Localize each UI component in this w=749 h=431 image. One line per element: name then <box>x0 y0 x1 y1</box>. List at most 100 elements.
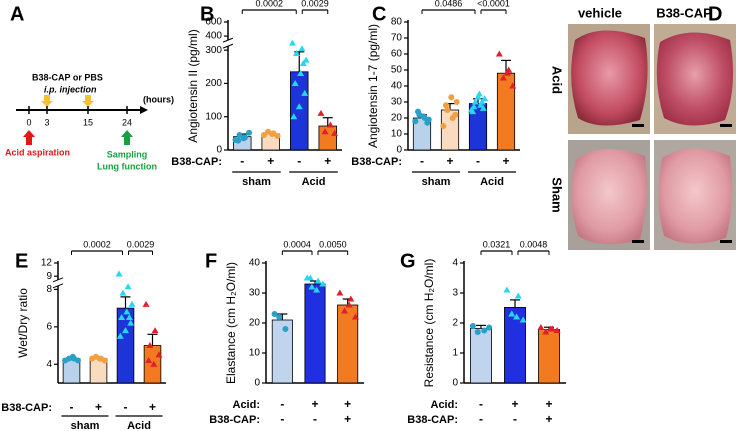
treatment-label: B38-CAP or PBS <box>32 72 103 82</box>
x-tick-label: - <box>280 397 284 411</box>
data-point <box>513 313 521 320</box>
y-tick-label: 3 <box>452 288 458 299</box>
data-point <box>481 95 489 102</box>
panel-letter: F <box>205 250 217 272</box>
group-label: Acid <box>302 176 326 188</box>
photo-panel: vehicle B38-CAP Acid Sham <box>550 5 736 250</box>
p-value: 0.0002 <box>255 0 283 8</box>
y-axis-label: Wet/Dry ratio <box>16 288 30 358</box>
y-tick-label: 60 <box>391 49 403 60</box>
y-tick-label: 40 <box>249 258 261 269</box>
data-point <box>155 351 163 358</box>
data-point <box>302 56 310 63</box>
lung <box>658 148 733 244</box>
data-point <box>452 111 459 118</box>
data-point <box>142 300 150 307</box>
panel-letter: D <box>708 3 722 25</box>
x-row-label: B38-CAP: <box>1 402 52 414</box>
x-tick-label: + <box>344 397 351 411</box>
x-tick-label: - <box>479 397 483 411</box>
axis-break <box>223 40 233 47</box>
data-point <box>475 90 483 97</box>
x-tick-label: + <box>311 397 318 411</box>
x-tick-label: + <box>267 154 274 168</box>
data-point <box>509 82 517 89</box>
photo-column: B38-CAP <box>656 5 712 20</box>
data-point <box>471 98 479 105</box>
x-tick-label: - <box>280 412 284 426</box>
injection-arrow <box>82 95 94 107</box>
y-axis-label: Resistance (cm H₂O/ml) <box>422 259 436 388</box>
data-point <box>150 360 158 367</box>
data-point <box>514 292 522 299</box>
bar <box>318 125 337 151</box>
y-tick-label: 4 <box>452 258 458 269</box>
x-row-label: B38-CAP: <box>351 156 402 168</box>
end-event: Lung function <box>97 161 157 171</box>
data-point <box>470 103 478 110</box>
x-tick-label: + <box>545 397 552 411</box>
time-tick-label: 24 <box>122 117 132 127</box>
axis-break <box>53 279 63 286</box>
bar <box>290 71 309 151</box>
bar <box>470 327 492 384</box>
x-tick-label: + <box>95 400 102 414</box>
data-point <box>290 113 298 120</box>
panel-letter: B <box>200 3 214 25</box>
data-point <box>116 332 124 339</box>
x-tick-label: + <box>149 400 156 414</box>
data-point <box>347 295 355 302</box>
data-point <box>453 99 460 105</box>
data-point <box>246 129 253 136</box>
data-point <box>298 45 306 52</box>
x-row-label: B38-CAP: <box>209 414 260 426</box>
data-point <box>301 89 309 96</box>
scale-bar <box>720 240 732 243</box>
axis-break-mark <box>52 283 64 289</box>
data-point <box>293 49 301 56</box>
group-label: sham <box>242 176 271 188</box>
data-point <box>444 107 451 113</box>
y-tick-label: 6 <box>46 321 52 332</box>
y-tick-label: 30 <box>249 288 261 299</box>
x-tick-label: + <box>545 412 552 426</box>
x-tick-label: - <box>124 400 128 414</box>
data-point <box>321 128 329 135</box>
x-tick-label: - <box>420 154 424 168</box>
lung <box>571 148 647 245</box>
data-point <box>260 132 267 139</box>
p-value: 0.0029 <box>127 239 155 249</box>
time-tick-label: 15 <box>83 117 93 127</box>
data-point <box>119 289 127 296</box>
x-tick-label: + <box>344 412 351 426</box>
data-point <box>542 328 550 335</box>
data-point <box>345 301 353 308</box>
y-tick-label: 20 <box>249 318 261 329</box>
data-point <box>503 286 511 293</box>
data-point <box>288 39 296 46</box>
data-point <box>317 109 325 116</box>
data-point <box>553 327 561 333</box>
axis-break-mark <box>222 43 234 49</box>
x-tick-label: - <box>240 154 244 168</box>
x-tick-label: + <box>502 154 509 168</box>
y-tick-label: 100 <box>205 111 222 122</box>
data-point <box>477 101 485 108</box>
x-row-label: B38-CAP: <box>171 156 222 168</box>
time-arrowhead <box>140 106 148 114</box>
scale-bar <box>632 240 644 243</box>
data-point <box>424 119 431 126</box>
y-tick-label: 300 <box>205 45 222 56</box>
data-point <box>115 270 123 277</box>
time-tick-label: 0 <box>26 117 31 127</box>
y-tick-label: 30 <box>391 97 403 108</box>
data-point <box>101 357 108 364</box>
time-unit: (hours) <box>143 94 174 104</box>
panel-letter: C <box>372 3 386 25</box>
data-point <box>123 308 131 315</box>
route-label: i.p. injection <box>44 84 97 94</box>
data-point <box>469 108 477 115</box>
data-point <box>274 133 281 140</box>
x-tick-label: + <box>446 154 453 168</box>
